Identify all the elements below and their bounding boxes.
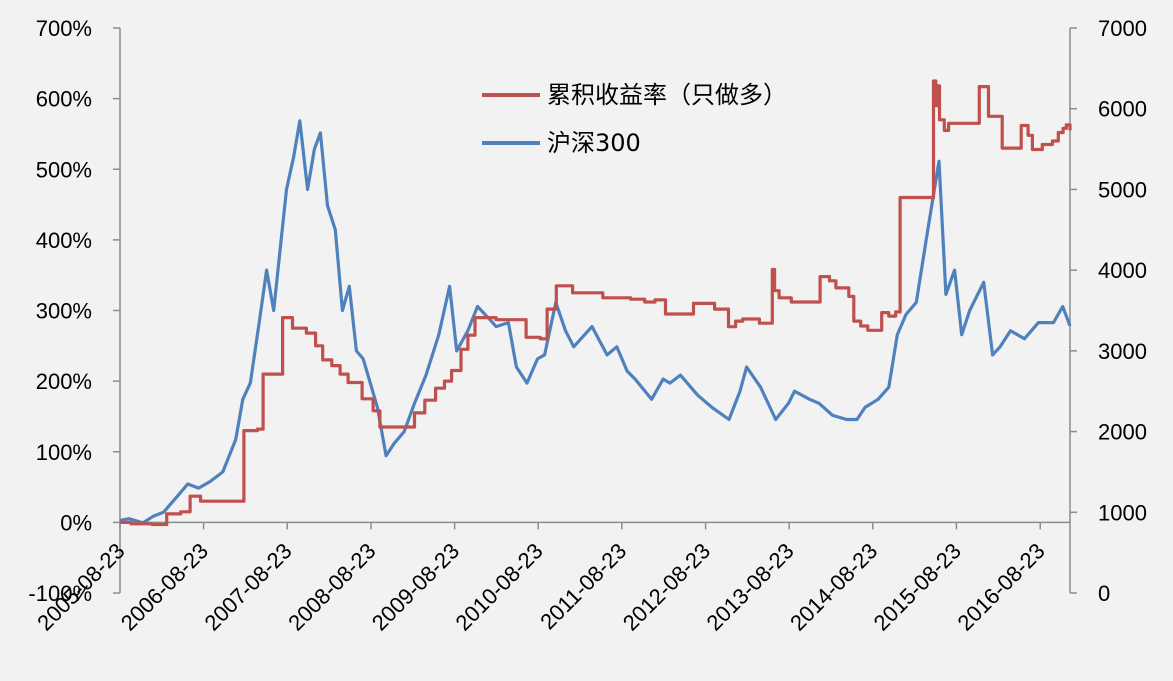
x-tick-label: 2015-08-23 — [869, 538, 966, 635]
y-right-tick-label: 0 — [1098, 581, 1110, 606]
y-right-tick-label: 4000 — [1098, 258, 1147, 283]
x-tick-label: 2009-08-23 — [367, 538, 464, 635]
y-right-tick-label: 5000 — [1098, 177, 1147, 202]
x-tick-label: 2006-08-23 — [116, 538, 213, 635]
y-left-tick-label: 200% — [36, 369, 92, 394]
series-line-csi300 — [119, 119, 1072, 525]
legend: 累积收益率（只做多） 沪深300 — [482, 81, 787, 157]
legend-label-csi300: 沪深300 — [547, 129, 641, 157]
y-right-tick-label: 6000 — [1098, 97, 1147, 122]
y-left-tick-label: 100% — [36, 440, 92, 465]
x-tick-label: 2013-08-23 — [701, 538, 798, 635]
y-right-tick-label: 7000 — [1098, 16, 1147, 41]
y-right-tick-labels: 0 1000 2000 3000 4000 5000 6000 7000 — [1098, 16, 1147, 606]
x-tick-label: 2014-08-23 — [785, 538, 882, 635]
y-left-tick-label: 300% — [36, 299, 92, 324]
y-left-tick-labels: -100% 0% 100% 200% 300% 400% 500% 600% 700% — [28, 16, 92, 606]
y-left-tick-label: 0% — [60, 510, 92, 535]
x-tick-labels: 2005-08-232006-08-232007-08-232008-08-23… — [32, 538, 1049, 635]
x-tick-label: 2012-08-23 — [618, 538, 715, 635]
y-right-tick-label: 3000 — [1098, 339, 1147, 364]
x-tick-label: 2010-08-23 — [450, 538, 547, 635]
y-left-tick-label: -100% — [28, 581, 92, 606]
y-left-tick-label: 500% — [36, 157, 92, 182]
y-right-tick-label: 1000 — [1098, 500, 1147, 525]
y-left-tick-label: 600% — [36, 87, 92, 112]
series-line-cumulative-return — [120, 79, 1072, 527]
axes — [113, 27, 1077, 594]
y-left-tick-label: 400% — [36, 228, 92, 253]
legend-label-cumulative-return: 累积收益率（只做多） — [547, 81, 787, 109]
y-left-tick-label: 700% — [36, 16, 92, 41]
x-tick-label: 2011-08-23 — [535, 538, 631, 634]
x-tick-label: 2016-08-23 — [953, 538, 1050, 635]
x-tick-label: 2007-08-23 — [199, 538, 296, 635]
plot-area — [119, 79, 1072, 527]
y-right-tick-label: 2000 — [1098, 420, 1147, 445]
x-tick-label: 2008-08-23 — [283, 538, 380, 635]
